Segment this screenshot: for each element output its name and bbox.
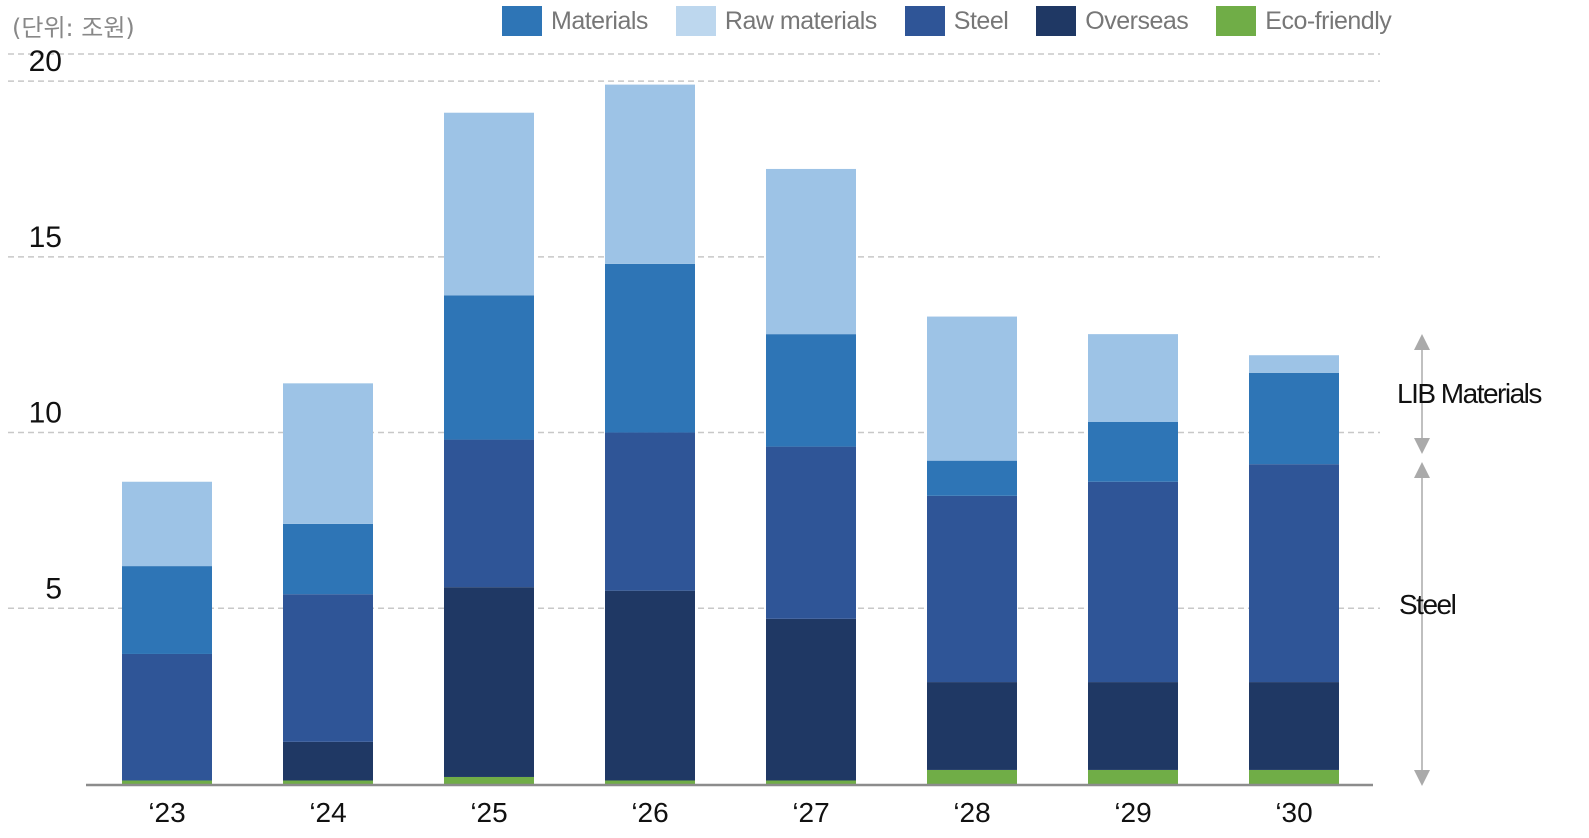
bar-materials-0 bbox=[122, 566, 212, 654]
bar-steel-2 bbox=[444, 439, 534, 588]
legend-label-steel: Steel bbox=[953, 6, 1009, 35]
unit-label: (단위: 조원) bbox=[12, 14, 135, 42]
x-tick-label-0: ‘23 bbox=[148, 797, 185, 828]
legend: Materials Raw materials Steel Overseas E… bbox=[502, 6, 1419, 36]
steel-up-arrow bbox=[1414, 462, 1430, 478]
bar-eco-friendly-2 bbox=[444, 776, 534, 784]
legend-item-materials: Materials bbox=[502, 6, 648, 36]
bar-eco-friendly-5 bbox=[927, 769, 1017, 784]
legend-label-eco-friendly: Eco-friendly bbox=[1265, 6, 1392, 35]
bar-raw-materials-0 bbox=[122, 481, 212, 567]
legend-label-materials: Materials bbox=[551, 6, 648, 35]
bar-raw-materials-1 bbox=[283, 383, 373, 524]
bar-raw-materials-4 bbox=[766, 168, 856, 335]
legend-swatch-materials bbox=[502, 6, 542, 36]
bar-steel-1 bbox=[283, 594, 373, 742]
x-tick-label-5: ‘28 bbox=[953, 797, 990, 828]
legend-item-raw-materials: Raw materials bbox=[675, 6, 877, 36]
bar-raw-materials-7 bbox=[1249, 355, 1339, 373]
bar-eco-friendly-4 bbox=[766, 780, 856, 784]
bar-steel-6 bbox=[1088, 481, 1178, 683]
legend-swatch-eco-friendly bbox=[1216, 6, 1257, 36]
x-tick-label-3: ‘26 bbox=[631, 797, 668, 828]
x-tick-label-4: ‘27 bbox=[792, 797, 829, 828]
legend-item-eco-friendly: Eco-friendly bbox=[1216, 6, 1392, 36]
steel-label: Steel bbox=[1399, 589, 1457, 620]
bar-raw-materials-3 bbox=[605, 84, 695, 264]
bar-materials-7 bbox=[1249, 372, 1339, 465]
bar-steel-5 bbox=[927, 495, 1017, 683]
bar-overseas-1 bbox=[283, 741, 373, 781]
steel-down-arrow bbox=[1414, 770, 1430, 786]
bar-raw-materials-5 bbox=[927, 316, 1017, 461]
bar-steel-4 bbox=[766, 446, 856, 619]
bar-materials-3 bbox=[605, 263, 695, 433]
bar-overseas-5 bbox=[927, 682, 1017, 770]
x-tick-label-7: ‘30 bbox=[1275, 797, 1312, 828]
legend-swatch-raw-materials bbox=[675, 6, 716, 36]
x-tick-label-1: ‘24 bbox=[309, 797, 346, 828]
bar-overseas-7 bbox=[1249, 682, 1339, 770]
lib-materials-up-arrow bbox=[1414, 334, 1430, 350]
legend-swatch-steel bbox=[904, 6, 945, 36]
bar-steel-7 bbox=[1249, 464, 1339, 683]
bar-eco-friendly-7 bbox=[1249, 769, 1339, 784]
bar-steel-0 bbox=[122, 653, 212, 781]
y-tick-label-20: 20 bbox=[29, 45, 62, 78]
bar-eco-friendly-3 bbox=[605, 780, 695, 784]
bar-overseas-2 bbox=[444, 587, 534, 777]
x-tick-label-6: ‘29 bbox=[1114, 797, 1151, 828]
x-tick-label-2: ‘25 bbox=[470, 797, 507, 828]
bar-materials-4 bbox=[766, 334, 856, 447]
bar-overseas-6 bbox=[1088, 682, 1178, 770]
y-tick-label-15: 15 bbox=[29, 221, 62, 254]
y-tick-label-5: 5 bbox=[45, 572, 62, 605]
bar-materials-2 bbox=[444, 295, 534, 440]
lib-materials-label: LIB Materials bbox=[1397, 378, 1542, 409]
bar-materials-5 bbox=[927, 460, 1017, 496]
legend-item-overseas: Overseas bbox=[1036, 6, 1189, 36]
legend-label-raw-materials: Raw materials bbox=[724, 6, 877, 35]
bar-materials-1 bbox=[283, 523, 373, 595]
y-tick-label-10: 10 bbox=[29, 397, 62, 430]
legend-swatch-overseas bbox=[1036, 6, 1077, 36]
bar-overseas-4 bbox=[766, 618, 856, 781]
lib-materials-down-arrow bbox=[1414, 438, 1430, 454]
bar-materials-6 bbox=[1088, 422, 1178, 482]
legend-item-steel: Steel bbox=[904, 6, 1009, 36]
bar-eco-friendly-0 bbox=[122, 780, 212, 784]
bar-eco-friendly-6 bbox=[1088, 769, 1178, 784]
legend-label-overseas: Overseas bbox=[1085, 6, 1189, 35]
bar-eco-friendly-1 bbox=[283, 780, 373, 784]
bar-raw-materials-6 bbox=[1088, 334, 1178, 422]
bar-overseas-3 bbox=[605, 590, 695, 781]
bar-raw-materials-2 bbox=[444, 112, 534, 296]
bar-steel-3 bbox=[605, 432, 695, 591]
